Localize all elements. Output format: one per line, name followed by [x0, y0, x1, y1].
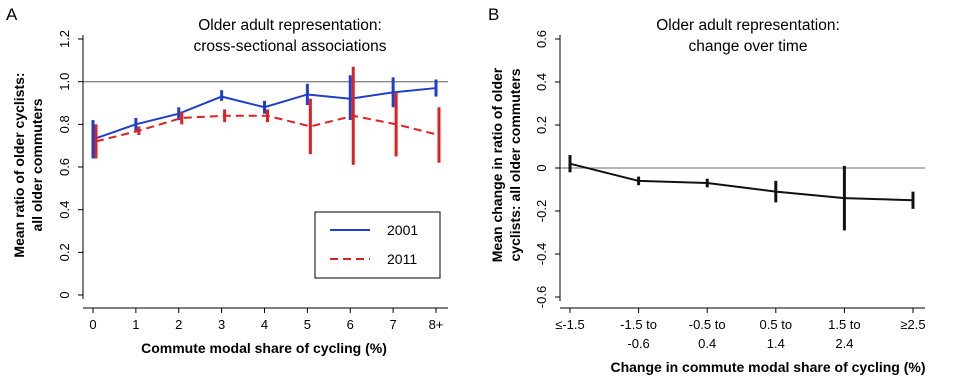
panel-a-letter: A: [6, 5, 18, 24]
panel-a-y-tick-label: 1.0: [57, 73, 72, 91]
panel-b-x-tick-label: 0.5 to: [760, 317, 793, 332]
panel-b-x-tick-label: -1.5 to: [620, 317, 657, 332]
panel-a: A Older adult representation: cross-sect…: [6, 5, 448, 356]
panel-b: B Older adult representation: change ove…: [488, 5, 926, 375]
legend-box: [314, 211, 441, 279]
panel-b-y-tick-label: -0.2: [534, 200, 549, 222]
panel-a-x-tick-label: 4: [261, 317, 268, 332]
panel-b-y-tick-label: -0.4: [534, 243, 549, 265]
panel-b-x-tick-label: 0.4: [698, 336, 716, 351]
legend-label-2001: 2001: [387, 222, 418, 238]
panel-b-title-line-2: change over time: [689, 38, 808, 55]
panel-b-ylabel-line-2: cyclists: all older commuters: [507, 68, 523, 261]
panel-b-title-line-1: Older adult representation:: [656, 17, 840, 34]
panel-a-y-tick-label: 0.4: [57, 201, 72, 219]
panel-a-x-tick-label: 3: [218, 317, 225, 332]
panel-b-x-tick-label: ≤-1.5: [555, 317, 585, 332]
panel-b-x-tick-label: ≥2.5: [900, 317, 925, 332]
panel-b-y-tick-label: 0.6: [534, 30, 549, 48]
panel-a-x-tick-label: 0: [89, 317, 96, 332]
panel-a-title-line-1: Older adult representation:: [198, 17, 382, 34]
panel-b-y-tick-label: 0: [534, 164, 549, 171]
panel-a-ylabel-line-2: all older commuters: [29, 98, 45, 231]
panel-a-x-tick-label: 1: [132, 317, 139, 332]
panel-b-x-tick-label: -0.6: [627, 336, 649, 351]
panel-b-y-tick-label: 0.4: [534, 73, 549, 91]
panel-b-series-line-0: [569, 162, 914, 202]
panel-a-y-tick-label: 0.2: [57, 243, 72, 261]
panel-b-x-tick-label: 2.4: [835, 336, 853, 351]
panel-a-x-tick-label: 7: [390, 317, 397, 332]
panel-a-y-tick-label: 1.2: [57, 30, 72, 48]
panel-a-title-line-2: cross-sectional associations: [194, 38, 387, 55]
panel-a-y-tick-label: 0: [57, 291, 72, 298]
panel-b-y-tick-label: -0.6: [534, 286, 549, 308]
panel-b-ylabel-line-1: Mean change in ratio of older: [489, 67, 505, 262]
panel-a-x-tick-label: 5: [304, 317, 311, 332]
panel-a-x-tick-label: 6: [347, 317, 354, 332]
panel-b-x-tick-label: -0.5 to: [689, 317, 726, 332]
panel-a-y-tick-label: 0.6: [57, 158, 72, 176]
panel-b-xlabel: Change in commute modal share of cycling…: [610, 359, 925, 375]
panel-a-xlabel: Commute modal share of cycling (%): [141, 340, 387, 356]
panel-a-x-tick-label: 2: [175, 317, 182, 332]
panel-b-letter: B: [488, 5, 499, 24]
panel-b-x-tick-label: 1.4: [767, 336, 785, 351]
panel-a-y-tick-label: 0.8: [57, 115, 72, 133]
panel-a-x-tick-label: 8+: [429, 317, 444, 332]
panel-b-y-tick-label: 0.2: [534, 116, 549, 134]
panel-a-legend: 2001 2011: [314, 211, 441, 279]
panel-b-x-tick-label: 1.5 to: [828, 317, 861, 332]
legend-label-2011: 2011: [387, 251, 417, 267]
panel-a-ylabel-line-1: Mean ratio of older cyclists:: [11, 72, 27, 257]
